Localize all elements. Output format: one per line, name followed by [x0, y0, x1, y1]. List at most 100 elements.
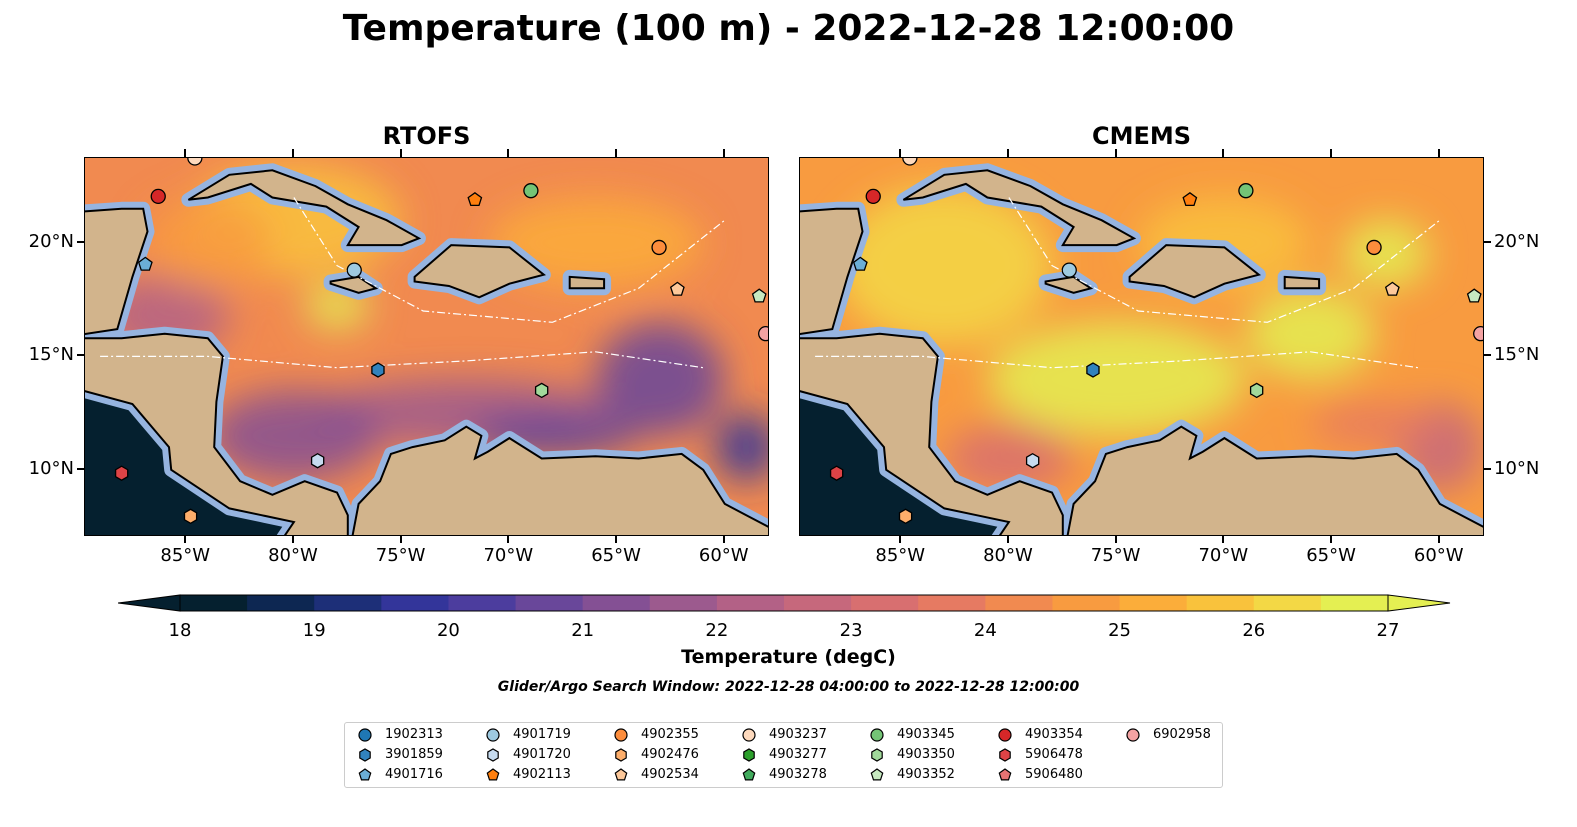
colorbar-bin — [314, 595, 382, 611]
lon-tick-mark — [722, 149, 725, 157]
lat-tick-mark — [77, 354, 84, 357]
land-yucatan — [800, 207, 864, 335]
lon-tick-mark — [1437, 536, 1440, 543]
colorbar-tick-label: 24 — [973, 620, 997, 641]
float-marker-4901719[interactable] — [346, 262, 362, 278]
float-marker-3901859[interactable] — [371, 362, 385, 378]
float-marker-4902113[interactable] — [467, 191, 483, 207]
lon-tick-mark — [1222, 149, 1225, 157]
land-cuba — [187, 169, 422, 247]
float-marker-4903237[interactable] — [187, 158, 203, 166]
lat-tick-label: 15°N — [28, 344, 74, 366]
float-marker-4902476[interactable] — [183, 508, 198, 525]
legend-label: 5906480 — [1025, 767, 1083, 782]
float-marker-4902355[interactable] — [1366, 239, 1382, 256]
colorbar-outline — [179, 594, 1389, 612]
eez-boundary — [1008, 197, 1441, 323]
float-marker-5906478[interactable] — [829, 465, 844, 481]
lon-tick-mark — [1330, 149, 1333, 157]
float-marker-4903350[interactable] — [1249, 382, 1264, 399]
float-marker-4903345[interactable] — [523, 183, 539, 199]
land-hispaniola — [413, 244, 546, 299]
float-marker-6902958[interactable] — [1473, 326, 1484, 342]
lon-tick-label: 80°W — [268, 545, 318, 566]
legend-label: 1902313 — [385, 727, 443, 742]
float-marker-4902476[interactable] — [898, 508, 913, 525]
float-marker-4903354[interactable] — [865, 188, 881, 205]
lon-tick-label: 75°W — [1090, 545, 1141, 566]
lon-tick-mark — [1114, 149, 1117, 157]
float-marker-4901720[interactable] — [1025, 452, 1040, 469]
lon-tick-label: 75°W — [375, 545, 426, 566]
lon-tick-mark — [291, 149, 294, 157]
hexagon-marker-icon — [487, 748, 499, 762]
map-panel-rtofs — [84, 157, 769, 536]
land-cuba — [902, 169, 1137, 247]
legend-label: 4901720 — [513, 747, 571, 762]
eez-boundary — [100, 351, 704, 369]
lon-tick-mark — [1222, 536, 1225, 543]
hexagon-marker-icon — [871, 748, 883, 762]
float-marker-4901720[interactable] — [310, 452, 325, 469]
colorbar-bin — [180, 595, 248, 611]
lon-tick-mark — [899, 149, 902, 157]
lon-tick-label: 70°W — [483, 545, 534, 566]
colorbar-tick-label: 25 — [1108, 620, 1131, 641]
lon-tick-label: 70°W — [1198, 545, 1249, 566]
land-south-america — [351, 425, 768, 535]
lon-tick-mark — [507, 149, 510, 157]
lon-tick-label: 85°W — [160, 545, 211, 566]
lat-tick-mark — [1484, 354, 1491, 357]
lon-tick-mark — [291, 536, 294, 543]
circle-marker-icon — [870, 728, 884, 742]
float-marker-4903237[interactable] — [902, 158, 918, 166]
colorbar-bin — [1052, 595, 1121, 611]
legend-label: 4903354 — [1025, 727, 1083, 742]
eez-boundary — [815, 351, 1419, 369]
lon-tick-mark — [399, 536, 402, 543]
float-marker-4902113[interactable] — [1182, 191, 1198, 207]
legend-label: 5906478 — [1025, 747, 1083, 762]
float-marker-4901716[interactable] — [137, 256, 153, 271]
float-marker-4902534[interactable] — [669, 281, 685, 296]
float-marker-6902958[interactable] — [758, 326, 769, 342]
circle-marker-icon — [1126, 728, 1140, 742]
colorbar-bin — [649, 595, 718, 611]
float-marker-3901859[interactable] — [1086, 362, 1100, 378]
lon-tick-mark — [1437, 149, 1440, 157]
eez-boundary — [293, 197, 726, 323]
colorbar-bin — [515, 595, 584, 611]
float-marker-4901716[interactable] — [852, 256, 868, 271]
float-marker-4903350[interactable] — [534, 382, 549, 399]
lon-tick-label: 65°W — [1306, 545, 1356, 566]
lon-tick-mark — [1006, 149, 1009, 157]
search-window-text: Glider/Argo Search Window: 2022-12-28 04… — [497, 679, 1080, 695]
legend-label: 6902958 — [1153, 727, 1211, 742]
lat-tick-label: 10°N — [1494, 457, 1540, 479]
float-marker-5906478[interactable] — [114, 465, 129, 481]
lon-tick-mark — [399, 149, 402, 157]
colorbar-bin — [247, 595, 315, 611]
float-marker-4903345[interactable] — [1238, 183, 1254, 199]
legend-label: 4902476 — [641, 747, 699, 762]
colorbar-bin — [1320, 595, 1389, 611]
float-marker-4903352[interactable] — [751, 288, 767, 303]
legend-label: 4903278 — [769, 767, 827, 782]
lon-tick-label: 60°W — [698, 545, 749, 566]
pentagon-marker-icon — [614, 768, 628, 781]
legend-label: 4903277 — [769, 747, 827, 762]
pentagon-marker-icon — [486, 768, 500, 781]
colorbar-tick-label: 23 — [839, 620, 863, 641]
float-marker-4901719[interactable] — [1061, 262, 1077, 278]
colorbar-bin — [918, 595, 986, 611]
legend-label: 3901859 — [385, 747, 443, 762]
pentagon-marker-icon — [870, 768, 884, 781]
float-marker-4903352[interactable] — [1466, 288, 1482, 303]
lat-tick-mark — [1484, 467, 1491, 470]
float-marker-4902355[interactable] — [651, 239, 667, 256]
lat-tick-label: 20°N — [1494, 230, 1540, 252]
lon-tick-label: 85°W — [875, 545, 926, 566]
colorbar-tick-label: 22 — [705, 620, 729, 641]
float-marker-4902534[interactable] — [1384, 281, 1400, 296]
float-marker-4903354[interactable] — [150, 188, 166, 205]
